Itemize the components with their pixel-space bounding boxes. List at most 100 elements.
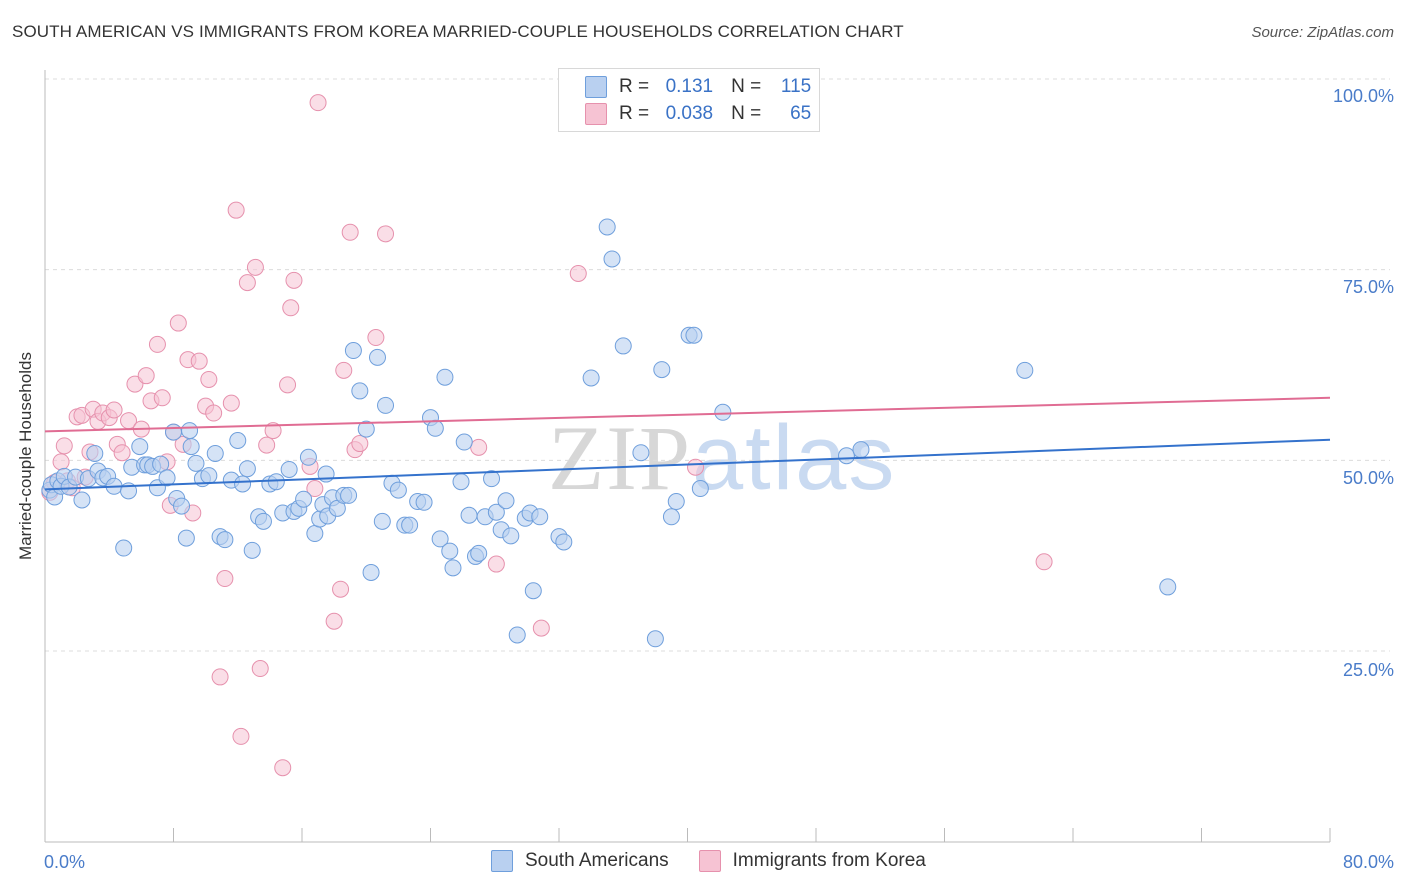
- data-point-blue: [280, 460, 298, 478]
- data-point-blue: [401, 516, 419, 534]
- data-point-pink: [274, 759, 292, 777]
- data-point-blue: [306, 525, 324, 543]
- data-point-blue: [340, 486, 358, 504]
- data-point-pink: [258, 436, 276, 454]
- data-point-pink: [470, 438, 488, 456]
- data-point-blue: [373, 512, 391, 530]
- data-point-blue: [368, 348, 386, 366]
- data-point-pink: [569, 264, 587, 282]
- data-point-pink: [211, 668, 229, 686]
- data-point-pink: [205, 404, 223, 422]
- data-point-blue: [234, 475, 252, 493]
- data-point-pink: [335, 361, 353, 379]
- data-point-blue: [415, 493, 433, 511]
- r-value: 0.038: [665, 103, 714, 124]
- y-tick-label: 75.0%: [1342, 277, 1394, 297]
- data-point-pink: [232, 727, 250, 745]
- data-point-blue: [598, 218, 616, 236]
- r-label: R =: [619, 103, 650, 124]
- stats-row-south-americans: R = 0.131 N = 115: [585, 75, 811, 99]
- data-point-blue: [426, 419, 444, 437]
- data-point-pink: [487, 555, 505, 573]
- data-point-pink: [169, 314, 187, 332]
- data-point-blue: [691, 480, 709, 498]
- legend-swatch-pink: [698, 850, 721, 872]
- data-point-blue: [685, 326, 703, 344]
- data-point-blue: [441, 542, 459, 560]
- legend-label: South Americans: [525, 850, 669, 871]
- r-value: 0.131: [665, 76, 714, 97]
- data-point-pink: [216, 570, 234, 588]
- data-point-blue: [299, 448, 317, 466]
- data-point-blue: [460, 506, 478, 524]
- series-south-americans: [41, 218, 1177, 648]
- data-point-blue: [1159, 578, 1177, 596]
- data-point-pink: [377, 225, 395, 243]
- series-legend: South Americans Immigrants from Korea: [491, 850, 956, 872]
- data-point-blue: [344, 342, 362, 360]
- data-point-blue: [362, 563, 380, 581]
- data-point-pink: [309, 94, 327, 112]
- data-point-blue: [444, 559, 462, 577]
- data-point-pink: [532, 619, 550, 637]
- data-point-blue: [182, 438, 200, 456]
- data-point-pink: [222, 394, 240, 412]
- data-point-blue: [115, 539, 133, 557]
- y-tick-label: 50.0%: [1342, 468, 1394, 488]
- data-point-blue: [852, 441, 870, 459]
- data-point-blue: [187, 454, 205, 472]
- trend-line-south-americans: [44, 438, 1331, 491]
- data-point-blue: [200, 467, 218, 485]
- data-point-blue: [667, 493, 685, 511]
- data-point-pink: [105, 401, 123, 419]
- data-point-pink: [148, 335, 166, 353]
- data-point-blue: [508, 626, 526, 644]
- data-point-blue: [216, 531, 234, 549]
- data-point-pink: [264, 422, 282, 440]
- watermark-zip: ZIP: [548, 407, 692, 509]
- data-point-pink: [306, 480, 324, 498]
- data-point-pink: [1035, 553, 1053, 571]
- data-point-pink: [367, 329, 385, 347]
- data-point-blue: [206, 444, 224, 462]
- data-point-blue: [267, 473, 285, 491]
- data-point-blue: [646, 630, 664, 648]
- data-point-blue: [86, 444, 104, 462]
- n-label: N =: [731, 103, 762, 124]
- data-point-blue: [389, 481, 407, 499]
- stats-row-immigrants-korea: R = 0.038 N = 65: [585, 102, 811, 126]
- data-point-pink: [52, 453, 70, 471]
- r-label: R =: [619, 76, 650, 97]
- data-point-pink: [285, 271, 303, 289]
- data-point-pink: [137, 367, 155, 385]
- data-point-blue: [483, 470, 501, 488]
- data-point-blue: [431, 530, 449, 548]
- data-point-blue: [470, 544, 488, 562]
- legend-swatch-pink: [585, 103, 607, 125]
- data-point-pink: [332, 580, 350, 598]
- data-point-blue: [502, 527, 520, 545]
- data-point-blue: [452, 473, 470, 491]
- data-point-blue: [158, 469, 176, 487]
- data-point-pink: [190, 352, 208, 370]
- data-point-blue: [243, 541, 261, 559]
- n-value: 115: [780, 76, 812, 97]
- data-point-pink: [325, 612, 343, 630]
- data-point-pink: [351, 435, 369, 453]
- data-point-blue: [1016, 361, 1034, 379]
- n-value: 65: [790, 103, 812, 124]
- data-point-blue: [254, 512, 272, 530]
- data-point-pink: [282, 299, 300, 317]
- data-point-blue: [497, 492, 515, 510]
- data-point-blue: [632, 444, 650, 462]
- y-tick-label: 25.0%: [1342, 660, 1394, 680]
- data-point-blue: [177, 529, 195, 547]
- data-point-blue: [582, 369, 600, 387]
- data-point-pink: [341, 223, 359, 241]
- data-point-blue: [524, 582, 542, 600]
- trend-line-immigrants-korea: [44, 396, 1331, 433]
- data-point-blue: [238, 460, 256, 478]
- legend-swatch-blue: [491, 850, 513, 872]
- grid-lines: [45, 78, 1390, 652]
- data-point-blue: [357, 420, 375, 438]
